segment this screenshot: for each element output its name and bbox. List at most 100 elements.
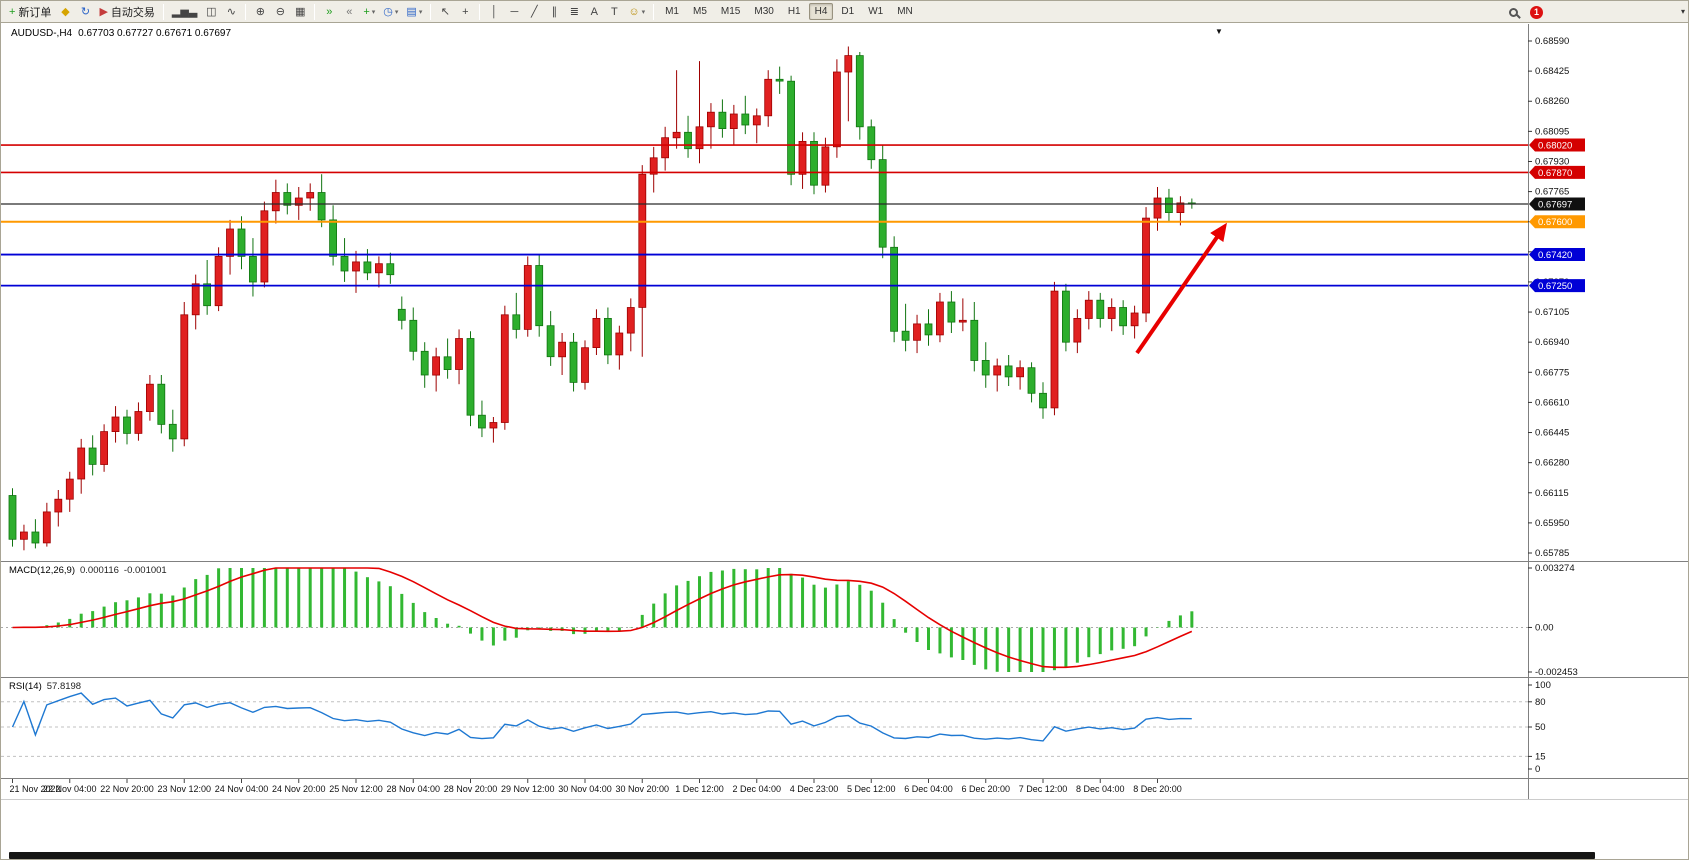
candle-bullish xyxy=(638,165,647,357)
tile-windows-button[interactable]: ▦ xyxy=(290,3,310,21)
horizontal-scrollbar[interactable] xyxy=(9,852,1595,859)
candlestick-chart-button[interactable]: ◫ xyxy=(201,3,221,21)
svg-text:0.67420: 0.67420 xyxy=(1538,250,1572,261)
price-tag: 0.67600 xyxy=(1529,215,1585,229)
zoom-in-icon: ⊕ xyxy=(255,5,265,18)
time-axis-label: 24 Nov 04:00 xyxy=(215,784,269,794)
candle-bearish xyxy=(8,488,17,547)
candle-bullish xyxy=(936,292,944,343)
time-axis-label: 7 Dec 12:00 xyxy=(1019,784,1068,794)
chart-shift-button[interactable]: « xyxy=(339,3,359,21)
trendline-button[interactable]: ╱ xyxy=(524,3,544,21)
candle-bearish xyxy=(397,296,406,330)
toolbar: + 新订单 ◆ ↻ ▶ 自动交易 ▂▅▃ ◫ ∿ ⊕ ⊖ ▦ » «+ ▾ ◷ ▾ ▤ ▾ ↖ + │ ─ ╱ ∥ ≣ A T ☺ ▾ M… xyxy=(1,1,1688,23)
bar-chart-button[interactable]: ▂▅▃ xyxy=(168,3,201,21)
timeframe-mn-button[interactable]: MN xyxy=(897,6,913,17)
candle-bullish xyxy=(271,179,280,224)
time-axis-label: 25 Nov 12:00 xyxy=(329,784,383,794)
zoom-out-button[interactable]: ⊖ xyxy=(270,3,290,21)
candle-bearish xyxy=(1004,355,1013,386)
candle-bullish xyxy=(1073,309,1082,354)
line-chart-button[interactable]: ∿ xyxy=(221,3,241,21)
candle-bearish xyxy=(604,307,612,365)
candle-bullish xyxy=(1176,196,1185,226)
price-axis-label: 0.65950 xyxy=(1535,518,1569,529)
candle-bullish xyxy=(1107,298,1116,332)
timeframe-d1-button[interactable]: D1 xyxy=(841,6,855,17)
candle-bearish xyxy=(1062,283,1070,352)
price-axis-label: 0.68095 xyxy=(1535,126,1569,137)
new-order-button[interactable]: + 新订单 xyxy=(5,3,55,21)
timeframe-m1-button[interactable]: M1 xyxy=(665,6,679,17)
candle-bearish xyxy=(420,342,429,388)
trend-arrow-annotation[interactable] xyxy=(1135,222,1227,355)
vertical-line-button[interactable]: │ xyxy=(484,3,504,21)
auto-trading-button[interactable]: ▶ 自动交易 xyxy=(95,3,158,21)
templates-button[interactable]: ▤ ▾ xyxy=(402,3,426,21)
auto-scroll-icon: » xyxy=(326,5,333,18)
crosshair-button[interactable]: + xyxy=(455,3,475,21)
search-icon[interactable] xyxy=(1509,7,1518,17)
time-axis-label: 30 Nov 20:00 xyxy=(615,784,669,794)
macd-signal-value: -0.001001 xyxy=(123,565,167,576)
dropdown-arrow-icon[interactable]: ▾ xyxy=(394,8,399,16)
time-axis-label: 29 Nov 12:00 xyxy=(501,784,555,794)
dropdown-arrow-icon[interactable]: ▾ xyxy=(371,8,376,16)
periods-button[interactable]: ◷ ▾ xyxy=(379,3,402,21)
timeframe-m30-button[interactable]: M30 xyxy=(754,6,774,17)
candle-bearish xyxy=(1165,188,1173,222)
price-axis-label: 0.65785 xyxy=(1535,548,1569,559)
cursor-button[interactable]: ↖ xyxy=(435,3,455,21)
toolbar-overflow-icon[interactable]: ▾ xyxy=(1680,7,1685,16)
time-axis-label: 21 Nov 2022 xyxy=(10,784,61,794)
notification-badge[interactable]: 1 xyxy=(1530,5,1543,19)
timeframe-h4-button[interactable]: H4 xyxy=(808,3,834,20)
metaeditor-button[interactable]: ◆ xyxy=(55,3,75,21)
dropdown-arrow-icon[interactable]: ▾ xyxy=(641,8,646,16)
candle-bullish xyxy=(913,314,921,354)
time-axis-label: 6 Dec 20:00 xyxy=(961,784,1010,794)
candle-bullish xyxy=(77,438,86,494)
arrows-button[interactable]: ☺ ▾ xyxy=(624,3,649,21)
timeframe-m5-button[interactable]: M5 xyxy=(693,6,707,17)
fibonacci-button[interactable]: ≣ xyxy=(564,3,584,21)
metaeditor-icon: ◆ xyxy=(61,5,70,18)
time-axis-label: 30 Nov 04:00 xyxy=(558,784,612,794)
macd-name: MACD(12,26,9) xyxy=(9,565,75,576)
text-button[interactable]: A xyxy=(584,3,604,21)
text-label-button[interactable]: T xyxy=(604,3,624,21)
macd-signal-line xyxy=(12,567,1193,669)
svg-text:0.67250: 0.67250 xyxy=(1538,281,1572,292)
candle-bearish xyxy=(947,291,956,333)
candle-bearish xyxy=(890,236,898,343)
candle-bullish xyxy=(844,46,853,122)
candle-bullish xyxy=(615,325,624,370)
indicators-button[interactable]: + ▾ xyxy=(359,3,379,21)
candle-bullish xyxy=(19,524,28,551)
auto-scroll-button[interactable]: » xyxy=(319,3,339,21)
candle-bullish xyxy=(523,256,532,337)
timeframe-h1-button[interactable]: H1 xyxy=(787,6,801,17)
channel-button[interactable]: ∥ xyxy=(544,3,564,21)
dropdown-arrow-icon[interactable]: ▾ xyxy=(418,8,423,16)
timeframe-w1-button[interactable]: W1 xyxy=(868,6,884,17)
candle-bullish xyxy=(455,329,463,385)
candle-bearish xyxy=(283,183,292,215)
svg-text:0.68020: 0.68020 xyxy=(1538,141,1572,152)
chart-dropdown-arrow-icon[interactable]: ▼ xyxy=(1215,27,1223,36)
timeframe-m15-button[interactable]: M15 xyxy=(720,6,741,17)
svg-text:0.67600: 0.67600 xyxy=(1538,217,1572,228)
rsi-axis-label: 15 xyxy=(1535,751,1546,762)
price-axis-label: 0.68425 xyxy=(1535,66,1569,77)
candle-bearish xyxy=(157,375,166,434)
bar-chart-icon: ▂▅▃ xyxy=(171,5,198,18)
zoom-in-button[interactable]: ⊕ xyxy=(250,3,270,21)
candle-bearish xyxy=(867,119,876,169)
candle-bullish xyxy=(260,201,269,288)
candle-bullish xyxy=(191,274,200,330)
horizontal-line-button[interactable]: ─ xyxy=(504,3,524,21)
time-axis-label: 28 Nov 20:00 xyxy=(444,784,498,794)
time-axis-label: 22 Nov 20:00 xyxy=(100,784,154,794)
refresh-button[interactable]: ↻ xyxy=(75,3,95,21)
